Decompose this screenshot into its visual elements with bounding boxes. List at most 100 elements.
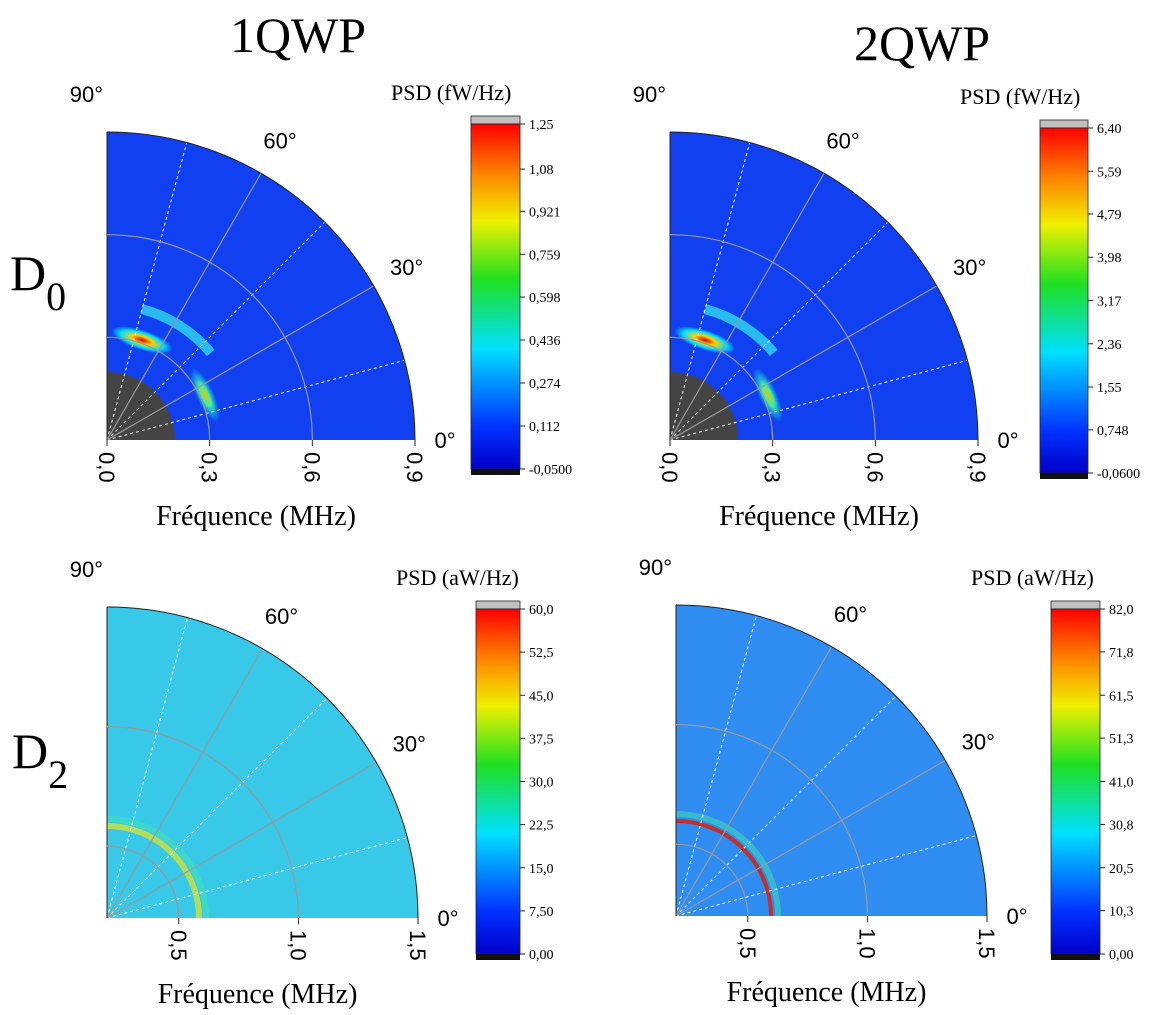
dashed-radial — [107, 617, 188, 918]
colorbar-tick-label: 61,5 — [1109, 689, 1134, 704]
colorbar-tick-label: 41,0 — [1109, 776, 1134, 791]
colorbar-tick-label: 10,3 — [1109, 905, 1134, 920]
colorbar-over — [475, 600, 521, 610]
x-axis-label: Fréquence (MHz) — [719, 501, 919, 532]
angle-grid-line — [107, 761, 377, 918]
heatmap — [676, 605, 987, 916]
radial-grid-arc — [106, 726, 299, 919]
colorbar-title: PSD (fW/Hz) — [960, 84, 1080, 109]
radial-grid-arc — [106, 336, 211, 441]
hot-spot — [752, 367, 784, 423]
ridge — [140, 304, 215, 357]
radial-grid-arc — [669, 336, 774, 441]
wedge-edge — [106, 131, 416, 441]
x-tick-label: 0,9 — [965, 452, 990, 483]
angle-tick-label: 90° — [633, 82, 666, 107]
colorbar-over — [1050, 600, 1101, 610]
x-axis-label: Fréquence (MHz) — [156, 501, 356, 532]
colorbar-tick-label: 37,5 — [529, 732, 554, 747]
colorbar-tick-label: 4,79 — [1097, 208, 1122, 223]
dashed-radial — [676, 615, 757, 916]
ridge — [703, 304, 778, 357]
dashed-radial — [676, 695, 897, 916]
radial-grid-arc — [106, 234, 313, 441]
angle-tick-label: 30° — [393, 732, 426, 757]
colorbar-tick-label: 22,5 — [529, 819, 554, 834]
colorbar-tick-label: 20,5 — [1109, 862, 1134, 877]
angle-tick-label: 60° — [263, 128, 296, 153]
angle-grid-line — [670, 172, 825, 440]
heatmap — [107, 132, 415, 440]
colorbar — [1039, 127, 1089, 474]
angle-tick-label: 90° — [639, 555, 672, 580]
colorbar-tick-label: 6,40 — [1097, 122, 1122, 137]
radial-grid-arc — [675, 843, 749, 917]
colorbar-tick-label: 0,00 — [529, 948, 554, 963]
dashed-radial — [676, 835, 977, 916]
colorbar — [470, 123, 521, 470]
heatmap-background — [676, 605, 987, 916]
colorbar-tick-label: 45,0 — [529, 689, 554, 704]
colorbar-title: PSD (fW/Hz) — [391, 80, 511, 105]
angle-grid-line — [107, 172, 262, 440]
colorbar-tick-label: 0,759 — [529, 248, 561, 263]
colorbar-tick-label: 5,59 — [1097, 165, 1122, 180]
angle-tick-label: 0° — [434, 428, 455, 453]
wedge-edge — [669, 131, 979, 441]
angle-tick-label: 30° — [953, 255, 986, 280]
x-tick-label: 0,6 — [862, 452, 887, 483]
colorbar-under — [476, 954, 520, 960]
colorbar-tick-label: 82,0 — [1109, 603, 1134, 618]
x-tick-label: 0,0 — [94, 452, 119, 483]
angle-tick-label: 30° — [390, 255, 423, 280]
hot-spot — [189, 367, 221, 423]
colorbar-tick-label: 15,0 — [529, 862, 554, 877]
x-tick-label: 0,5 — [735, 928, 760, 959]
x-axis-label: Fréquence (MHz) — [158, 979, 358, 1010]
angle-grid-line — [107, 285, 375, 440]
row-label-subscript: 2 — [48, 752, 68, 797]
colorbar-tick-label: 71,8 — [1109, 646, 1134, 661]
dashed-radial — [107, 697, 328, 918]
colorbar-tick-label: 1,55 — [1097, 381, 1122, 396]
colorbar-title: PSD (aW/Hz) — [971, 565, 1094, 590]
angle-grid-line — [676, 646, 833, 916]
colorbar-tick-label: 0,436 — [529, 334, 561, 349]
colorbar-under — [1040, 473, 1088, 479]
colorbar-tick-label: 0,598 — [529, 291, 561, 306]
column-title: 1QWP — [230, 7, 366, 63]
angle-grid-line — [670, 285, 938, 440]
colorbar-under — [1051, 954, 1100, 960]
x-tick-label: 1,5 — [405, 930, 430, 961]
hot-spot — [111, 326, 173, 354]
radial-grid-arc — [669, 234, 876, 441]
colorbar-tick-label: 7,50 — [529, 905, 554, 920]
x-tick-label: 0,0 — [657, 452, 682, 483]
colorbar-tick-label: -0,0500 — [529, 463, 572, 478]
hot-spot — [674, 326, 736, 354]
x-tick-label: 1,5 — [974, 928, 999, 959]
row-label: D0 — [10, 245, 66, 319]
row-label-subscript: 0 — [46, 274, 66, 319]
colorbar-tick-label: 0,112 — [529, 420, 560, 435]
colorbar-tick-label: 3,17 — [1097, 295, 1122, 310]
colorbar-tick-label: -0,0600 — [1097, 467, 1140, 482]
dashed-radial — [107, 837, 408, 918]
angle-tick-label: 90° — [70, 82, 103, 107]
angle-grid-line — [107, 648, 264, 918]
wedge-edge — [106, 606, 419, 919]
radial-grid-arc — [675, 724, 868, 917]
angle-tick-label: 0° — [437, 906, 458, 931]
colorbar-tick-label: 60,0 — [529, 603, 554, 618]
x-tick-label: 1,0 — [854, 928, 879, 959]
colorbar-tick-label: 0,748 — [1097, 424, 1129, 439]
colorbar-tick-label: 0,274 — [529, 377, 561, 392]
wedge-edge — [675, 604, 988, 917]
colorbar-over — [1039, 119, 1089, 129]
colorbar-tick-label: 30,8 — [1109, 818, 1134, 833]
angle-tick-label: 0° — [1006, 904, 1027, 929]
angle-tick-label: 60° — [826, 128, 859, 153]
colorbar-tick-label: 30,0 — [529, 776, 554, 791]
colorbar — [475, 608, 521, 955]
x-tick-label: 0,3 — [760, 452, 785, 483]
